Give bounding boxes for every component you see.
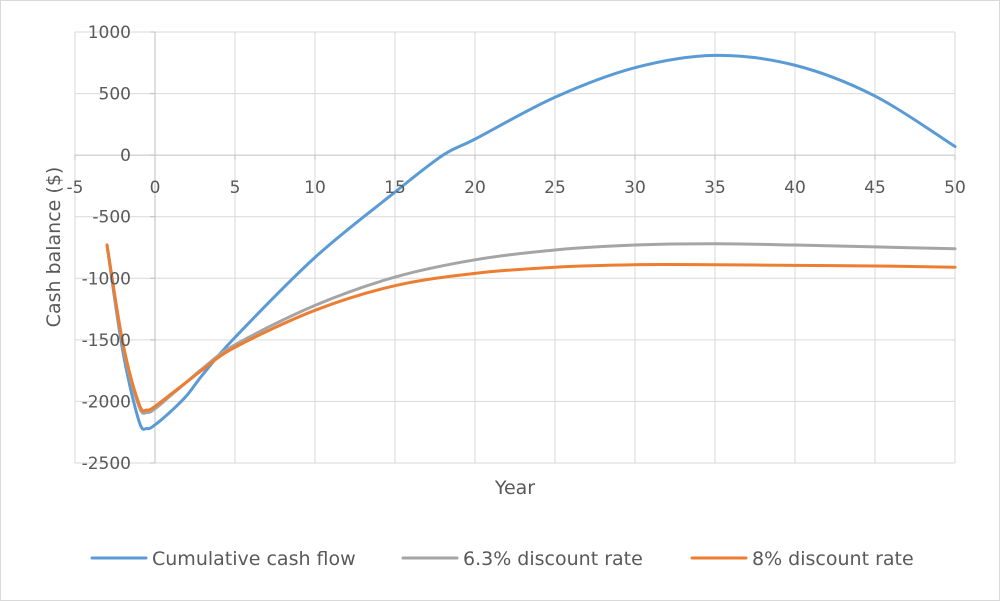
x-tick-label: 15: [384, 178, 406, 198]
x-tick-label: 5: [230, 178, 241, 198]
y-tick-label: 500: [99, 85, 131, 105]
series-line-8-discount-rate: [105, 243, 957, 413]
series-line-cumulative-cash-flow: [105, 53, 957, 431]
axes: [74, 31, 956, 464]
x-tick-label: 30: [624, 178, 646, 198]
plot-area: [75, 32, 955, 463]
x-tick-label: 0: [150, 178, 161, 198]
y-tick-label: 1000: [88, 23, 131, 43]
y-axis-title: Cash balance ($): [43, 167, 65, 328]
x-tick-label: -5: [67, 178, 84, 198]
y-tick-labels: -2500 -2000 -1500 -1000 -500 0 500 1000: [82, 23, 131, 474]
legend-label-cumulative-cash-flow: Cumulative cash flow: [152, 548, 356, 570]
legend: Cumulative cash flow 6.3% discount rate …: [90, 548, 914, 570]
x-tick-label: 10: [304, 178, 326, 198]
legend-label-8-discount-rate: 8% discount rate: [752, 548, 914, 570]
legend-label-6-3-discount-rate: 6.3% discount rate: [463, 548, 643, 570]
series-line-6-3-discount-rate: [105, 242, 957, 415]
y-tick-label: -2500: [82, 454, 131, 474]
x-axis-title: Year: [494, 477, 535, 499]
y-tick-label: -2000: [82, 392, 131, 412]
y-tick-label: -1500: [82, 331, 131, 351]
series-lines: [105, 53, 957, 431]
y-tick-label: -500: [92, 208, 131, 228]
x-tick-label: 35: [704, 178, 726, 198]
y-tick-label: -1000: [82, 269, 131, 289]
x-tick-label: 45: [864, 178, 886, 198]
x-tick-label: 40: [784, 178, 806, 198]
x-tick-label: 50: [944, 178, 966, 198]
y-tick-label: 0: [120, 146, 131, 166]
x-tick-labels: -5 0 5 10 15 20 25 30 35 40 45 50: [67, 178, 966, 198]
x-tick-label: 20: [464, 178, 486, 198]
x-tick-label: 25: [544, 178, 566, 198]
